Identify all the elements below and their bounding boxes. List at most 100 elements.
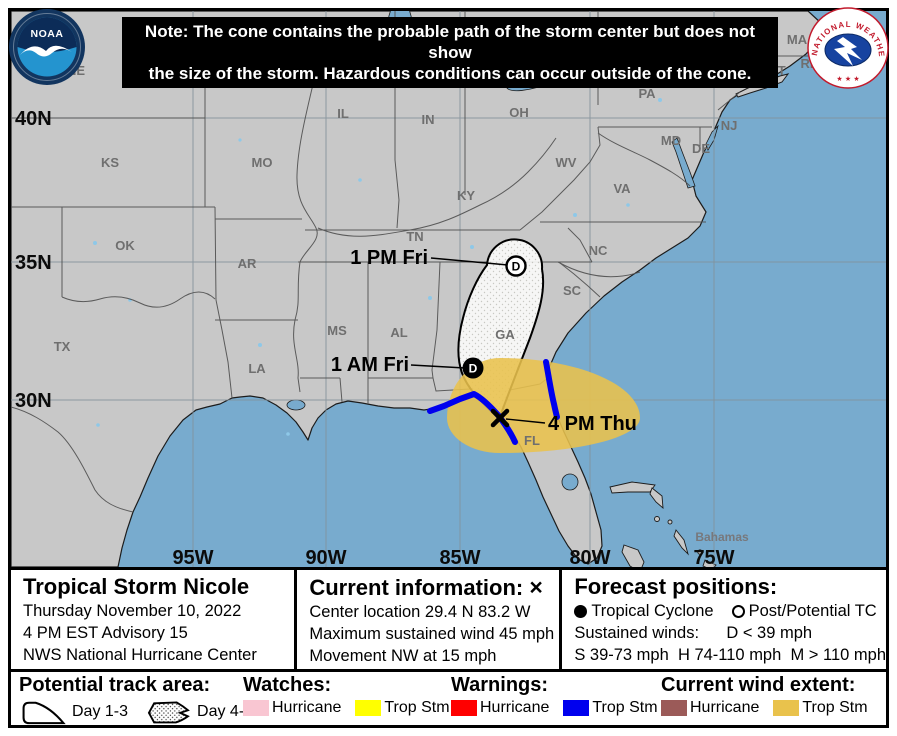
- forecast-map: KS MO OK AR TX LA MS AL TN KY IL IN OH W…: [11, 11, 886, 567]
- sustained-winds-row: Sustained winds: D < 39 mph: [574, 622, 886, 644]
- state-label: IL: [337, 106, 349, 121]
- leader-lines: [410, 257, 546, 424]
- state-label: DE: [692, 141, 710, 156]
- forecast-positions-panel: Forecast positions: Tropical Cyclone Pos…: [559, 570, 886, 669]
- noaa-logo: NOAA: [9, 9, 85, 85]
- hurricane-warning-swatch: [451, 700, 477, 716]
- lon-label: 90W: [305, 547, 346, 567]
- cone-day45-icon: [147, 701, 190, 724]
- wind-extent-group: Current wind extent: Hurricane Trop Stm: [661, 674, 882, 717]
- hurricane-watch-label: Hurricane: [272, 699, 342, 716]
- post-potential-tc-label: Post/Potential TC: [748, 602, 877, 620]
- lon-label: 85W: [439, 547, 480, 567]
- state-label: GA: [495, 327, 515, 342]
- legend-item-tropstm-warning: Trop Stm: [563, 699, 658, 717]
- banner-line-1: Note: The cone contains the probable pat…: [144, 22, 756, 62]
- lat-label: 40N: [15, 108, 52, 130]
- tropstm-watch-swatch: [355, 700, 382, 716]
- legend-row: Potential track area: Day 1-3: [11, 669, 886, 725]
- day13-label: Day 1-3: [72, 703, 129, 720]
- state-labels: KS MO OK AR TX LA MS AL TN KY IL IN OH W…: [54, 32, 814, 544]
- state-label: SC: [563, 283, 582, 298]
- hurricane-wind-label: Hurricane: [690, 699, 760, 716]
- potential-track-area-group: Potential track area: Day 1-3: [19, 674, 267, 725]
- tropstm-wind-swatch: [773, 700, 800, 716]
- lon-label: 80W: [569, 547, 610, 567]
- warnings-header: Warnings:: [451, 674, 549, 696]
- legend-item-hurricane-warning: Hurricane: [451, 699, 549, 717]
- tropical-cyclone-icon: [574, 604, 588, 618]
- storm-agency: NWS National Hurricane Center: [23, 646, 257, 664]
- lon-label: 75W: [693, 547, 734, 567]
- state-label: KS: [101, 155, 119, 170]
- hurricane-warning-label: Hurricane: [480, 699, 550, 716]
- current-info-header-text: Current information:: [309, 575, 524, 600]
- storm-title: Tropical Storm Nicole: [23, 574, 250, 599]
- forecast-symbols-row: Tropical Cyclone Post/Potential TC: [574, 600, 886, 622]
- state-label: MA: [787, 32, 808, 47]
- lon-label: 95W: [172, 547, 213, 567]
- state-label: KY: [457, 188, 475, 203]
- depression-range-label: D < 39 mph: [726, 624, 813, 642]
- current-position-symbol: ×: [529, 574, 543, 600]
- nws-lightning-icon: [834, 37, 862, 66]
- map-area: KS MO OK AR TX LA MS AL TN KY IL IN OH W…: [11, 11, 886, 567]
- state-label: TX: [54, 339, 71, 354]
- state-label: OK: [115, 238, 135, 253]
- state-label: OH: [509, 105, 529, 120]
- forecast-positions-header: Forecast positions:: [574, 574, 778, 599]
- current-information-panel: Current information: × Center location 2…: [294, 570, 559, 669]
- wind-extent-header: Current wind extent:: [661, 674, 856, 696]
- post-potential-tc-icon: [731, 604, 745, 618]
- state-label: AR: [238, 256, 257, 271]
- watches-group: Watches: Hurricane Trop Stm: [243, 674, 464, 717]
- info-row: Tropical Storm Nicole Thursday November …: [11, 567, 886, 669]
- hurricane-watch-swatch: [243, 700, 269, 716]
- noaa-seagull-icon: [20, 45, 72, 57]
- state-label: LA: [248, 361, 266, 376]
- tropical-cyclone-label: Tropical Cyclone: [591, 602, 714, 620]
- track-label-4pm-thu: 4 PM Thu: [548, 413, 637, 435]
- tropstm-warning-label: Trop Stm: [592, 699, 658, 716]
- storm-advisory: 4 PM EST Advisory 15: [23, 624, 188, 642]
- tropstm-warning-swatch: [563, 700, 590, 716]
- state-label: TN: [406, 229, 423, 244]
- current-info-header: Current information: ×: [309, 574, 559, 601]
- center-location: Center location 29.4 N 83.2 W: [309, 603, 531, 621]
- tropstm-wind-label: Trop Stm: [802, 699, 868, 716]
- state-label: NJ: [721, 118, 738, 133]
- storm-date: Thursday November 10, 2022: [23, 602, 242, 620]
- state-label: NC: [589, 243, 608, 258]
- storm-summary-panel: Tropical Storm Nicole Thursday November …: [11, 570, 294, 669]
- marker-letter: D: [512, 260, 521, 274]
- potential-track-header: Potential track area:: [19, 674, 211, 696]
- warnings-group: Warnings: Hurricane Trop Stm: [451, 674, 672, 717]
- wind-extent-tropstm: [447, 358, 640, 453]
- state-label: WV: [556, 155, 577, 170]
- legend-item-day13: Day 1-3: [19, 699, 128, 725]
- movement: Movement NW at 15 mph: [309, 647, 497, 665]
- day45-label: Day 4-5: [197, 703, 254, 720]
- bahamas-label: Bahamas: [695, 530, 749, 544]
- state-label: VA: [613, 181, 631, 196]
- state-label: MD: [661, 133, 681, 148]
- hurricane-wind-swatch: [661, 700, 687, 716]
- category-ranges-label: S 39-73 mph H 74-110 mph M > 110 mph: [574, 646, 886, 664]
- max-wind: Maximum sustained wind 45 mph: [309, 625, 555, 643]
- state-label: AL: [390, 325, 407, 340]
- forecast-point-1pm: D: [505, 255, 527, 277]
- nws-logo: NATIONAL WEATHER SERVICE ★ ★ ★: [806, 6, 889, 89]
- lat-label: 30N: [15, 390, 52, 412]
- banner-line-2: the size of the storm. Hazardous conditi…: [148, 64, 752, 83]
- forecast-point-1am: D: [462, 357, 484, 379]
- cone-disclaimer-banner: Note: The cone contains the probable pat…: [122, 17, 778, 88]
- state-label: MS: [327, 323, 347, 338]
- bahamas-islands: [609, 481, 717, 567]
- graphic-frame: KS MO OK AR TX LA MS AL TN KY IL IN OH W…: [8, 8, 889, 728]
- legend-item-hurricane-watch: Hurricane: [243, 699, 341, 717]
- noaa-logo-text: NOAA: [31, 28, 64, 40]
- state-label: PA: [638, 86, 656, 101]
- marker-letter: D: [469, 362, 478, 376]
- nws-stars: ★ ★ ★: [836, 75, 859, 83]
